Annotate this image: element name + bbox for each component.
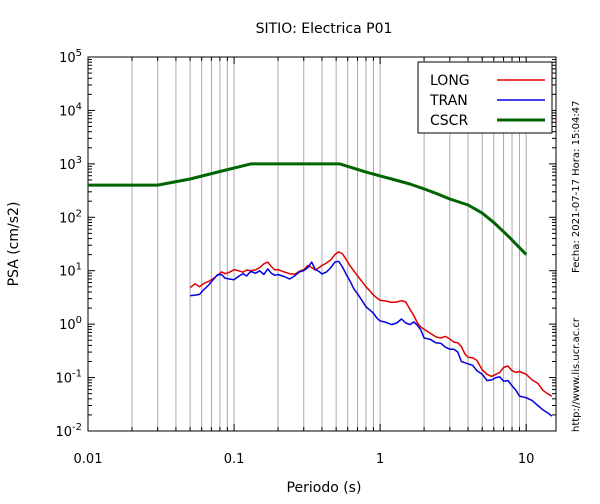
x-axis-label: Periodo (s): [287, 480, 362, 496]
axis-ticks: 0.01 0.1 1 10 10-2 10-1 100 101 102 103 104 105: [55, 48, 556, 467]
y-tick-label: 104: [59, 101, 82, 119]
y-tick-label: 105: [59, 48, 82, 66]
y-tick-label: 101: [59, 262, 82, 280]
x-tick-label: 1: [376, 452, 384, 467]
y-tick-label: 10-2: [55, 422, 82, 440]
x-tick-label: 0.1: [224, 452, 245, 467]
series-line-cscr: [88, 162, 528, 256]
series-line-long: [189, 251, 553, 397]
legend-label: CSCR: [430, 113, 468, 129]
y-tick-label: 103: [59, 155, 82, 173]
y-axis-label: PSA (cm/s2): [6, 202, 22, 287]
source-url: http://www.lis.ucr.ac.cr: [571, 318, 582, 432]
y-tick-label: 10-1: [55, 369, 82, 387]
y-tick-label: 102: [59, 208, 82, 226]
series-lines: [88, 162, 553, 417]
chart-title: SITIO: Electrica P01: [256, 21, 393, 37]
legend: LONG TRAN CSCR: [417, 61, 553, 134]
date-time-stamp: Fecha: 2021-07-17 Hora: 15:04:47: [571, 100, 582, 274]
legend-label: TRAN: [429, 93, 468, 109]
legend-label: LONG: [430, 73, 470, 89]
x-tick-label: 10: [518, 452, 535, 467]
series-line-tran: [190, 260, 553, 417]
y-tick-label: 100: [59, 315, 82, 333]
x-tick-label: 0.01: [74, 452, 103, 467]
